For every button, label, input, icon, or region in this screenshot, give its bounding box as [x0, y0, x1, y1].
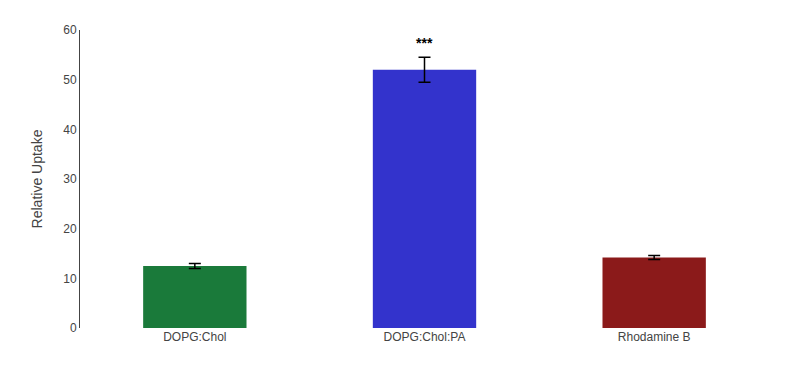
- svg-text:DOPG:Chol:PA: DOPG:Chol:PA: [384, 330, 466, 344]
- svg-text:Relative Uptake: Relative Uptake: [29, 129, 45, 228]
- svg-text:50: 50: [63, 73, 77, 87]
- svg-text:DOPG:Chol: DOPG:Chol: [163, 330, 226, 344]
- svg-text:0: 0: [70, 321, 77, 335]
- svg-text:20: 20: [63, 222, 77, 236]
- svg-text:60: 60: [63, 23, 77, 37]
- svg-text:40: 40: [63, 123, 77, 137]
- svg-text:***: ***: [416, 35, 433, 51]
- svg-text:Rhodamine B: Rhodamine B: [618, 330, 691, 344]
- svg-text:10: 10: [63, 272, 77, 286]
- svg-text:30: 30: [63, 172, 77, 186]
